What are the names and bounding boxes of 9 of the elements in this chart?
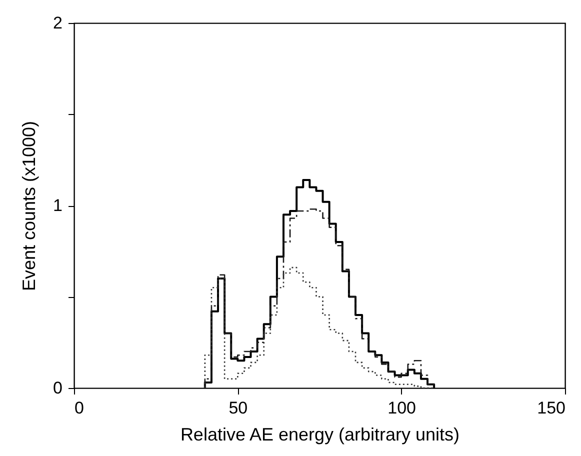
x-tick-label: 150 [537,398,566,418]
y-tick-label: 0 [53,378,62,398]
x-tick-label: 100 [388,398,416,418]
x-axis-title: Relative AE energy (arbitrary units) [180,424,460,444]
y-axis-title: Event counts (x1000) [19,120,40,292]
y-tick-label: 2 [53,14,62,32]
y-tick-label: 1 [53,196,62,215]
x-tick-label: 0 [74,398,84,418]
x-tick-label: 50 [228,398,248,418]
